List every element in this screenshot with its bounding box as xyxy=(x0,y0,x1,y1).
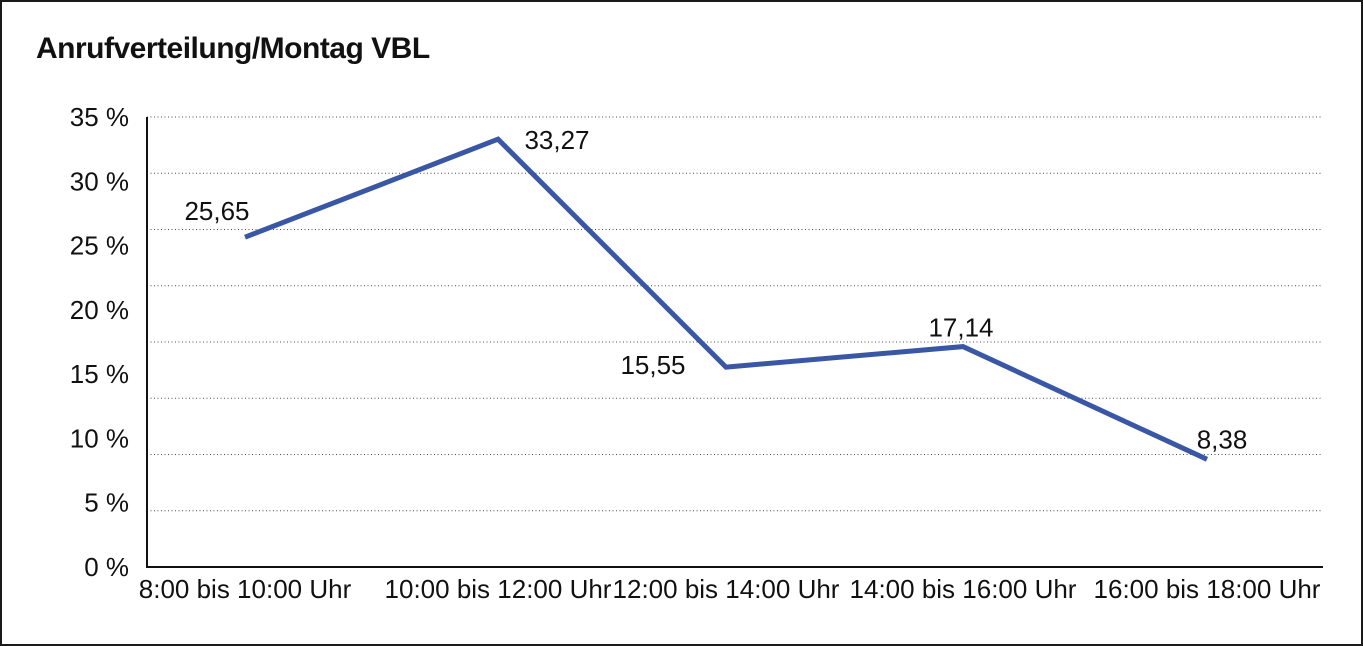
x-tick-label: 16:00 bis 18:00 Uhr xyxy=(1094,574,1321,604)
x-tick-label: 10:00 bis 12:00 Uhr xyxy=(385,574,612,604)
y-tick-label: 35 % xyxy=(70,102,129,132)
x-tick-label: 14:00 bis 16:00 Uhr xyxy=(850,574,1077,604)
data-value-labels: 25,65 33,27 15,55 17,14 8,38 xyxy=(184,125,1247,454)
chart-title: Anrufverteilung/Montag VBL xyxy=(36,32,430,65)
y-tick-label: 20 % xyxy=(70,295,129,325)
x-axis-labels: 8:00 bis 10:00 Uhr 10:00 bis 12:00 Uhr 12:… xyxy=(139,574,1321,604)
data-series-line xyxy=(244,136,1209,462)
y-axis-labels: 35 % 30 % 25 % 20 % 15 % 10 % 5 % 0 % xyxy=(70,102,129,582)
x-tick-label: 12:00 bis 14:00 Uhr xyxy=(613,574,840,604)
y-tick-label: 10 % xyxy=(70,423,129,453)
y-tick-label: 30 % xyxy=(70,166,129,196)
data-point-label: 33,27 xyxy=(524,125,589,155)
data-point-label: 15,55 xyxy=(620,350,685,380)
y-tick-label: 5 % xyxy=(84,488,129,518)
data-point-label: 17,14 xyxy=(928,313,993,343)
data-point-label: 8,38 xyxy=(1197,424,1248,454)
y-tick-label: 0 % xyxy=(84,552,129,582)
y-tick-label: 25 % xyxy=(70,231,129,261)
x-tick-label: 8:00 bis 10:00 Uhr xyxy=(139,574,352,604)
y-tick-label: 15 % xyxy=(70,359,129,389)
data-point-label: 25,65 xyxy=(184,196,249,226)
axes xyxy=(146,117,1323,568)
gridlines xyxy=(147,116,1323,512)
